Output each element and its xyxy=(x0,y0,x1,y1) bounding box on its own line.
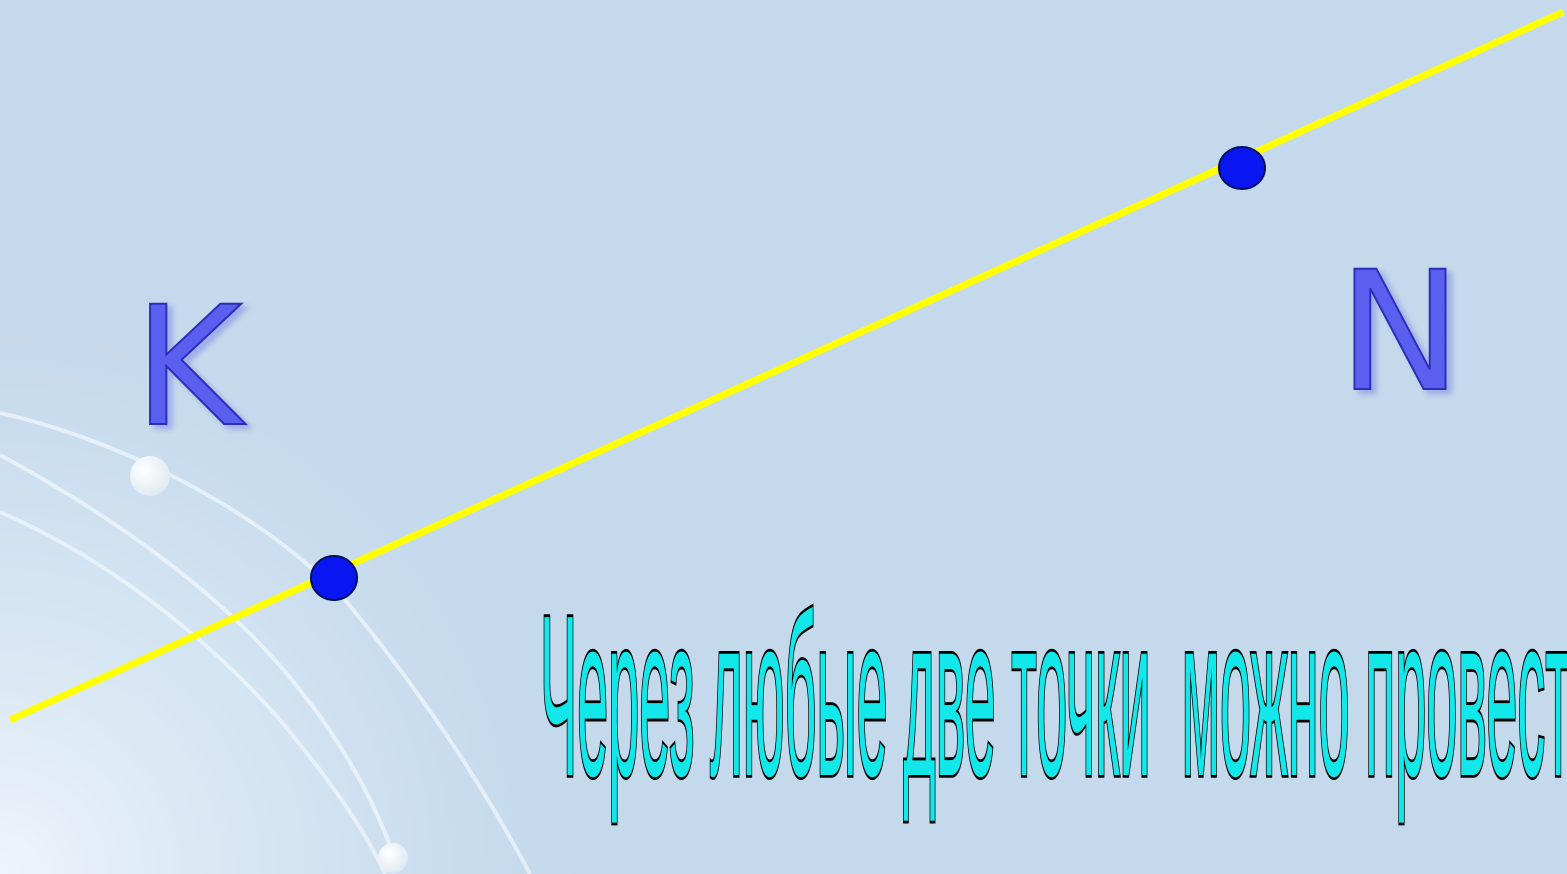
point-k xyxy=(310,555,358,601)
theorem-group: Через любые две точки можно провести пря… xyxy=(539,567,1567,825)
theorem-text: Через любые две точки можно провести пря… xyxy=(540,569,1567,825)
decor-orb-2 xyxy=(378,843,408,873)
straight-line xyxy=(8,8,1565,724)
point-n xyxy=(1218,146,1266,190)
decor-arc-2 xyxy=(0,453,397,861)
point-label-k-shadow: K xyxy=(139,275,251,467)
point-label-n-group: N N xyxy=(1337,235,1467,433)
decor-orb-1 xyxy=(130,456,170,496)
point-label-k: K xyxy=(134,271,246,463)
decor-arc-1 xyxy=(0,411,532,874)
point-label-k-group: K K xyxy=(133,270,252,468)
point-label-n-shadow: N xyxy=(1343,240,1466,432)
decor-arc-3 xyxy=(0,510,387,874)
point-label-n: N xyxy=(1338,236,1461,428)
